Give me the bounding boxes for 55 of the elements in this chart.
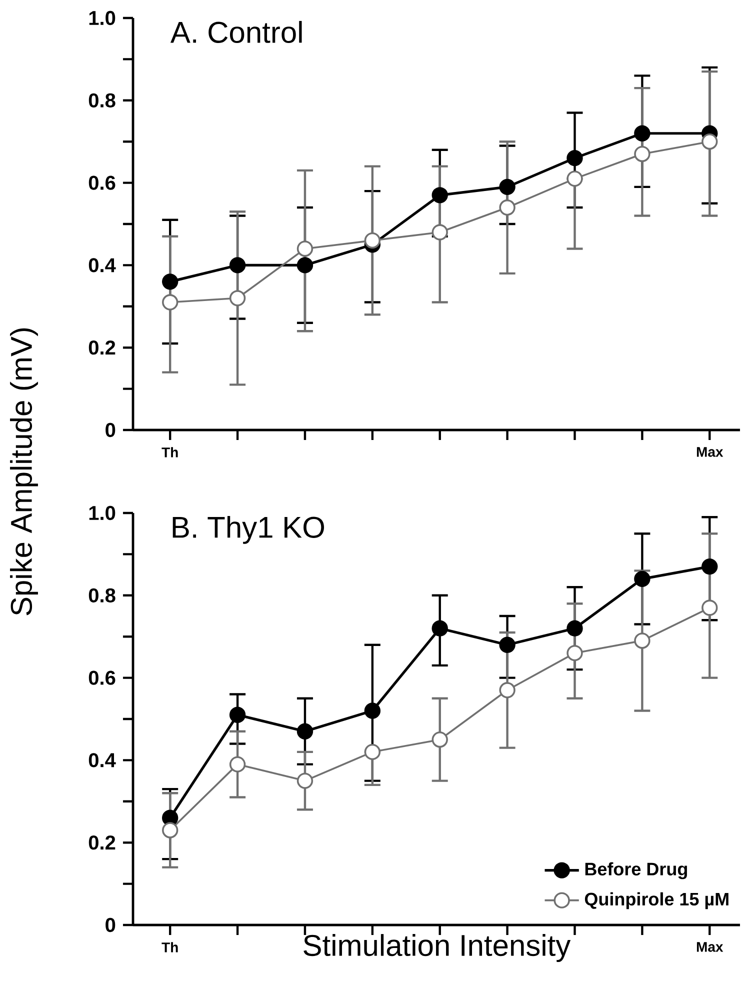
point	[634, 146, 650, 162]
point	[499, 682, 516, 698]
y-tick-label: 0.2	[88, 836, 116, 850]
point	[432, 224, 448, 240]
x-tick-label: Max	[696, 447, 724, 457]
point	[702, 600, 718, 616]
point	[364, 702, 381, 719]
point	[499, 178, 516, 196]
point	[229, 706, 246, 723]
point	[432, 620, 448, 636]
point	[364, 232, 381, 249]
y-tick-label: 1.0	[89, 10, 116, 26]
point	[296, 772, 314, 789]
point	[229, 756, 246, 772]
legend-label: Quinpirole 15 µM	[584, 892, 728, 910]
y-tick-label: 1.0	[89, 506, 116, 520]
y-tick-label: 0.8	[88, 93, 116, 108]
y-axis-title: Spike Amplitude (mV)	[10, 328, 38, 616]
y-tick-label: 0.2	[88, 340, 116, 355]
point	[702, 558, 718, 575]
point	[432, 187, 448, 204]
point	[566, 620, 583, 636]
y-tick-label: 0.6	[88, 176, 116, 190]
point	[499, 636, 516, 653]
point	[296, 723, 314, 740]
point	[499, 199, 516, 216]
point	[162, 294, 178, 310]
point	[634, 570, 650, 588]
x-tick-label: Th	[162, 942, 178, 952]
y-tick-label: 0.6	[88, 670, 116, 685]
y-tick-label: 0	[106, 918, 116, 932]
point	[162, 274, 178, 290]
point	[162, 822, 178, 838]
y-tick-label: 0	[106, 422, 116, 438]
x-tick-label: Max	[696, 942, 724, 952]
x-axis-title: Stimulation Intensity	[304, 934, 571, 962]
y-tick-label: 0.4	[88, 753, 116, 768]
legend-label: Before Drug	[585, 862, 687, 880]
point	[634, 632, 650, 649]
point	[364, 744, 381, 760]
point	[566, 150, 583, 166]
point	[229, 257, 246, 274]
x-tick-label: Th	[162, 447, 178, 458]
point	[566, 644, 583, 662]
chart-title: A. Control	[170, 20, 302, 43]
point	[432, 731, 448, 748]
point	[702, 134, 718, 150]
point	[634, 125, 650, 142]
y-tick-label: 0.4	[88, 258, 116, 272]
point	[229, 290, 246, 306]
point	[296, 257, 314, 274]
point	[296, 240, 314, 257]
chart-title: B. Thy1 KO	[172, 516, 324, 544]
y-tick-label: 0.8	[88, 588, 116, 602]
point	[566, 170, 583, 187]
